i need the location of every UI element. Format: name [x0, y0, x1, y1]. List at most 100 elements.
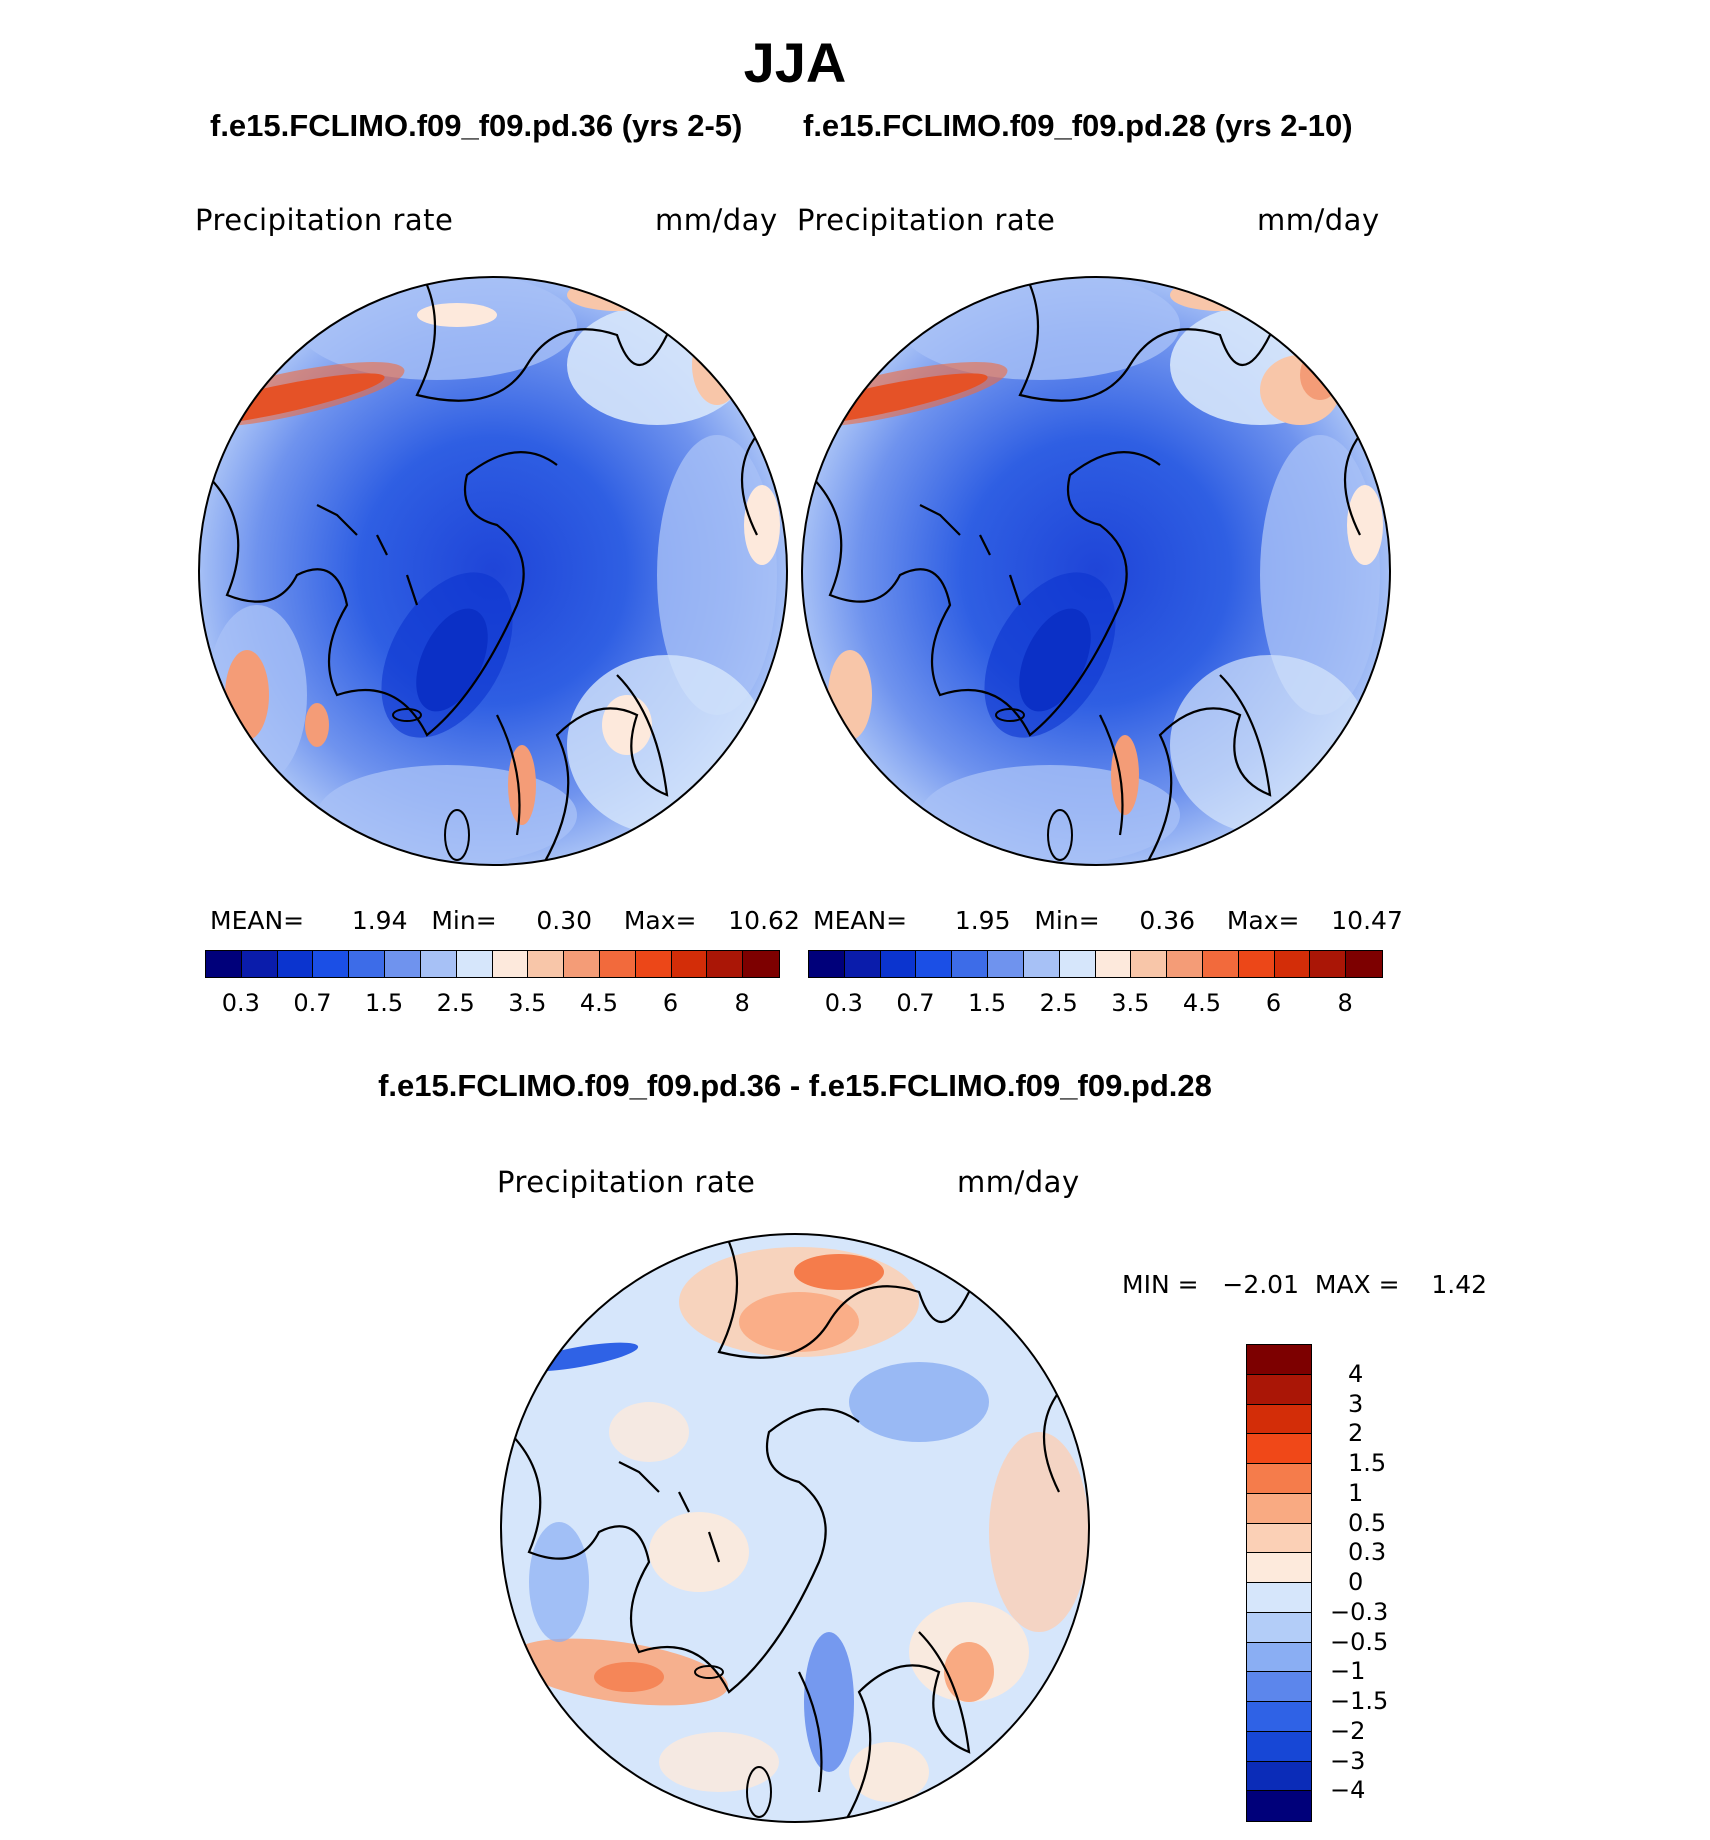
left-colorbar-box [276, 950, 314, 978]
right-colorbar-box [987, 950, 1025, 978]
right-variable-label: Precipitation rate [797, 203, 1056, 237]
left-min-value: 0.30 [536, 906, 593, 935]
right-min-label: Min= [1034, 906, 1100, 935]
left-colorbar-box [527, 950, 565, 978]
right-colorbar-box [843, 950, 882, 978]
case-title-left: f.e15.FCLIMO.f09_f09.pd.36 (yrs 2-5) [210, 108, 743, 143]
diff-colorbar-box [1246, 1492, 1312, 1524]
left-polar-map [198, 276, 788, 866]
left-colorbar-box [598, 950, 637, 978]
left-max-label: Max= [623, 906, 697, 935]
diff-colorbar-ticks: 4 3 2 1.5 1 0.5 0.3 0 −0.3 −0.5 −1 −1.5 −2 −3 −4 [1330, 1344, 1450, 1820]
diff-colorbar-box [1246, 1790, 1312, 1822]
right-mean-label: MEAN= [813, 906, 908, 935]
left-colorbar-box [634, 950, 673, 978]
diff-colorbar-box [1246, 1760, 1312, 1792]
left-colorbar-box [384, 950, 422, 978]
right-colorbar-box [1094, 950, 1132, 978]
left-colorbar-tick-label: 8 [734, 989, 750, 1017]
left-units-label: mm/day [655, 203, 778, 237]
left-colorbar-box [491, 950, 529, 978]
right-colorbar-box [1022, 950, 1061, 978]
right-min-value: 0.36 [1139, 906, 1196, 935]
right-colorbar-box [1130, 950, 1168, 978]
right-colorbar-tick-label: 4.5 [1182, 989, 1222, 1017]
right-colorbar-tick-label: 0.7 [896, 989, 935, 1017]
diff-colorbar-tick-label: 1 [1348, 1478, 1364, 1507]
diff-colorbar-tick-label: −1 [1330, 1657, 1366, 1686]
right-colorbar-tick-label: 3.5 [1111, 989, 1150, 1017]
right-max-value: 10.47 [1331, 906, 1403, 935]
left-mean-label: MEAN= [210, 906, 305, 935]
diff-colorbar-box [1246, 1671, 1312, 1703]
left-colorbar-box [742, 950, 780, 978]
diff-colorbar-tick-label: −0.5 [1330, 1627, 1389, 1656]
right-colorbar-tick-label: 6 [1265, 989, 1282, 1017]
right-colorbar-box [1201, 950, 1240, 978]
diff-colorbar-tick-label: 0.3 [1348, 1538, 1387, 1567]
right-colorbar-tick-label: 0.3 [824, 989, 863, 1017]
left-colorbar-box [312, 950, 350, 978]
left-colorbar-box [205, 950, 243, 978]
right-colorbar-box [1058, 950, 1096, 978]
diff-colorbar-tick-label: 0.5 [1348, 1508, 1387, 1537]
right-colorbar-tick-label: 1.5 [967, 989, 1007, 1017]
right-stats: MEAN= 1.95 Min= 0.36 Max= 10.47 [813, 906, 1403, 935]
diff-colorbar-tick-label: 0 [1348, 1568, 1364, 1596]
left-colorbar-tick-label: 2.5 [436, 989, 475, 1017]
diff-colorbar-box [1246, 1522, 1312, 1554]
diff-polar-map [500, 1233, 1090, 1823]
diff-colorbar-box [1246, 1403, 1312, 1435]
right-colorbar [808, 950, 1383, 978]
left-colorbar-box [240, 950, 279, 978]
diff-colorbar-box [1246, 1611, 1312, 1643]
left-min-label: Min= [431, 906, 497, 935]
left-colorbar-tick-label: 6 [662, 989, 679, 1017]
right-colorbar-box [808, 950, 846, 978]
diff-colorbar-box [1246, 1641, 1312, 1673]
right-colorbar-box [1345, 950, 1383, 978]
right-max-label: Max= [1226, 906, 1300, 935]
diff-colorbar-box [1246, 1433, 1312, 1465]
right-colorbar-box [1309, 950, 1347, 978]
diff-colorbar-box [1246, 1463, 1312, 1495]
diff-colorbar-box [1246, 1582, 1312, 1614]
diff-colorbar-box [1246, 1552, 1312, 1584]
right-colorbar-box [1237, 950, 1276, 978]
left-colorbar-box [348, 950, 386, 978]
right-mean-value: 1.95 [954, 906, 1011, 935]
left-variable-label: Precipitation rate [195, 203, 454, 237]
diff-colorbar-tick-label: 1.5 [1348, 1449, 1387, 1477]
left-stats: MEAN= 1.94 Min= 0.30 Max= 10.62 [210, 906, 800, 935]
right-units-label: mm/day [1257, 203, 1380, 237]
diff-stats: MIN = −2.01 MAX = 1.42 [1122, 1270, 1488, 1299]
right-colorbar-tick-label: 2.5 [1039, 989, 1078, 1017]
diff-colorbar-tick-label: −1.5 [1330, 1687, 1389, 1715]
diff-colorbar-box [1246, 1344, 1312, 1376]
left-colorbar-tick-label: 0.3 [221, 989, 260, 1017]
right-colorbar-ticks: 0.3 0.7 1.5 2.5 3.5 4.5 6 8 [808, 989, 1381, 1019]
diff-colorbar-box [1246, 1730, 1312, 1762]
left-colorbar-tick-label: 3.5 [508, 989, 547, 1017]
diff-colorbar-box [1246, 1701, 1312, 1733]
left-colorbar-ticks: 0.3 0.7 1.5 2.5 3.5 4.5 6 8 [205, 989, 778, 1019]
diff-colorbar-tick-label: 2 [1348, 1419, 1364, 1448]
right-colorbar-box [915, 950, 953, 978]
page-title: JJA [743, 31, 847, 94]
diff-colorbar-tick-label: 4 [1348, 1359, 1364, 1388]
left-colorbar-box [670, 950, 708, 978]
left-colorbar-tick-label: 1.5 [364, 989, 404, 1017]
diff-colorbar-box [1246, 1373, 1312, 1405]
diff-colorbar [1246, 1344, 1312, 1822]
left-colorbar-tick-label: 4.5 [579, 989, 619, 1017]
diff-colorbar-tick-label: −3 [1330, 1746, 1366, 1775]
right-colorbar-box [1273, 950, 1311, 978]
right-colorbar-box [1166, 950, 1204, 978]
diff-colorbar-tick-label: 3 [1348, 1389, 1364, 1418]
left-colorbar [205, 950, 780, 978]
left-colorbar-box [419, 950, 458, 978]
left-max-value: 10.62 [728, 906, 800, 935]
left-colorbar-box [455, 950, 493, 978]
right-colorbar-tick-label: 8 [1337, 989, 1353, 1017]
diff-variable-label: Precipitation rate [497, 1165, 756, 1199]
